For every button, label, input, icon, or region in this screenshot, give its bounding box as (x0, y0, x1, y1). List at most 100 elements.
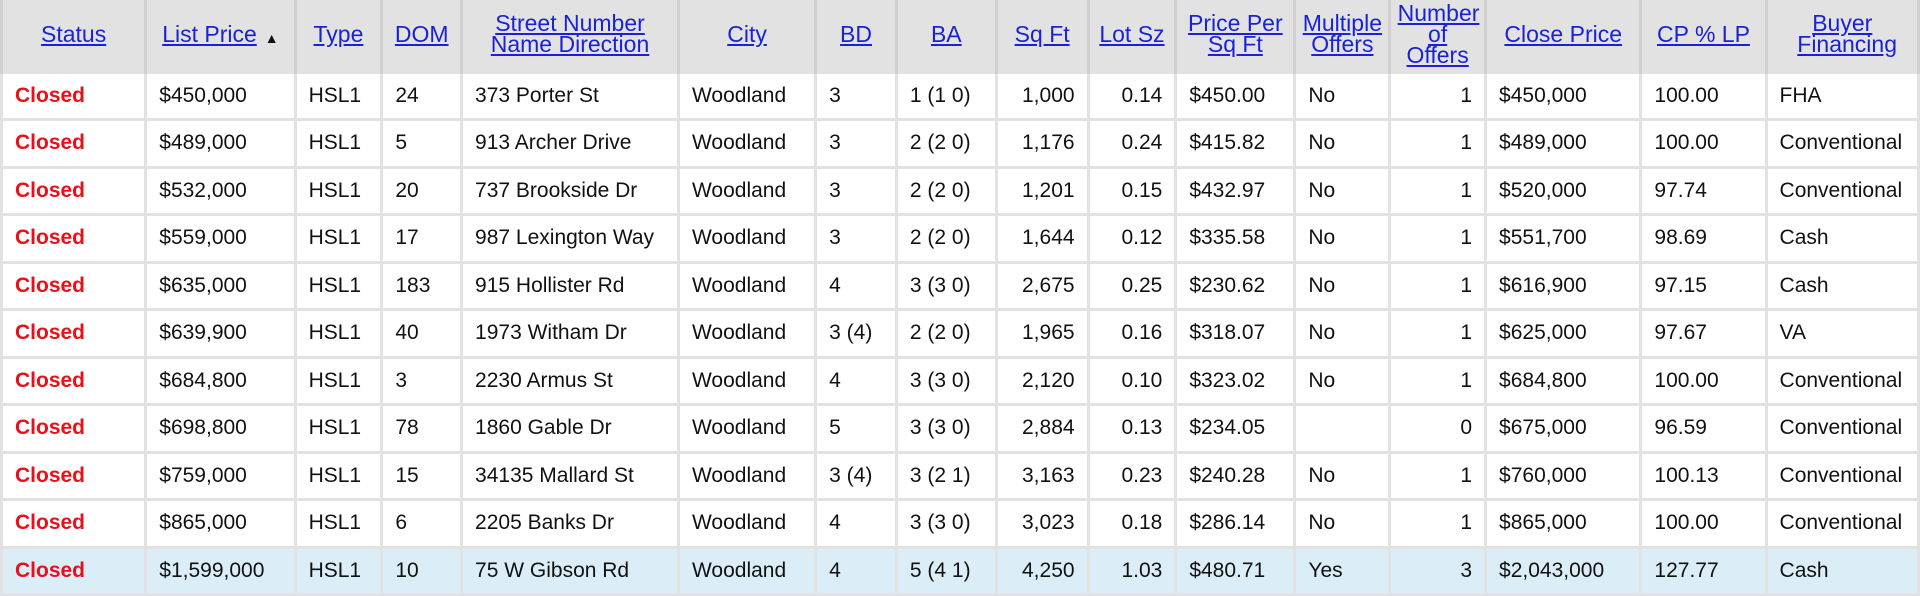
cell-lot-sz: 0.10 (1086, 355, 1178, 406)
cell-cp-lp: 127.77 (1639, 545, 1768, 596)
sort-link-lot-sz[interactable]: Lot Sz (1099, 20, 1165, 47)
sort-link-city[interactable]: City (727, 20, 767, 47)
cell-dom: 3 (380, 355, 464, 406)
cell-ba: 3 (3 0) (894, 498, 998, 549)
cell-lot-sz: 0.16 (1086, 308, 1178, 359)
cell-lot-sz: 0.23 (1086, 450, 1178, 501)
cell-buyer-financing: Conventional (1764, 450, 1920, 501)
cell-ba: 3 (3 0) (894, 260, 998, 311)
cell-bd: 3 (814, 70, 898, 121)
cell-type: HSL1 (293, 70, 384, 121)
cell-price-per-sq-ft: $450.00 (1174, 70, 1297, 121)
sort-link-type[interactable]: Type (313, 20, 364, 47)
col-header-cp-lp: CP % LP (1639, 0, 1768, 72)
table-row[interactable]: Closed $865,000 HSL1 6 2205 Banks Dr Woodland… (0, 498, 1920, 549)
cell-ba: 3 (2 1) (894, 450, 998, 501)
cell-buyer-financing: Conventional (1764, 118, 1920, 169)
cell-ba: 2 (2 0) (894, 308, 998, 359)
cell-dom: 20 (380, 165, 464, 216)
cell-close-price: $625,000 (1484, 308, 1643, 359)
cell-type: HSL1 (293, 403, 384, 454)
table-row[interactable]: Closed $698,800 HSL1 78 1860 Gable Dr Woodlan… (0, 403, 1920, 454)
cell-close-price: $520,000 (1484, 165, 1643, 216)
cell-ba: 2 (2 0) (894, 118, 998, 169)
cell-sq-ft: 3,163 (994, 450, 1090, 501)
cell-bd: 3 (4) (814, 450, 898, 501)
cell-price-per-sq-ft: $230.62 (1174, 260, 1297, 311)
cell-lot-sz: 0.25 (1086, 260, 1178, 311)
table-row[interactable]: Closed $639,900 HSL1 40 1973 Witham Dr Woodla… (0, 308, 1920, 359)
cell-bd: 5 (814, 403, 898, 454)
cell-type: HSL1 (293, 260, 384, 311)
table-row[interactable]: Closed $559,000 HSL1 17 987 Lexington Way Woo… (0, 213, 1920, 264)
sort-link-cp-lp[interactable]: CP % LP (1657, 20, 1750, 47)
sort-link-bd[interactable]: BD (840, 20, 872, 47)
cell-city: Woodland (676, 165, 818, 216)
cell-status: Closed (0, 403, 148, 454)
sort-link-list-price[interactable]: List Price (162, 20, 257, 47)
cell-street: 737 Brookside Dr (460, 165, 680, 216)
sort-link-ba[interactable]: BA (930, 20, 962, 47)
cell-type: HSL1 (293, 498, 384, 549)
cell-lot-sz: 0.13 (1086, 403, 1178, 454)
cell-bd: 3 (814, 118, 898, 169)
col-header-multiple-offers: Multiple Offers (1293, 0, 1392, 72)
table-row[interactable]: Closed $489,000 HSL1 5 913 Archer Drive Woodl… (0, 118, 1920, 169)
sort-link-sq-ft[interactable]: Sq Ft (1014, 20, 1070, 47)
cell-lot-sz: 0.24 (1086, 118, 1178, 169)
cell-dom: 24 (380, 70, 464, 121)
cell-street: 373 Porter St (460, 70, 680, 121)
cell-street: 913 Archer Drive (460, 118, 680, 169)
cell-sq-ft: 2,884 (994, 403, 1090, 454)
cell-dom: 5 (380, 118, 464, 169)
cell-list-price: $684,800 (144, 355, 297, 406)
cell-close-price: $684,800 (1484, 355, 1643, 406)
table-body: Closed $450,000 HSL1 24 373 Porter St Woodlan… (0, 70, 1920, 596)
cell-status: Closed (0, 118, 148, 169)
cell-bd: 3 (814, 165, 898, 216)
cell-sq-ft: 1,000 (994, 70, 1090, 121)
cell-buyer-financing: Conventional (1764, 355, 1920, 406)
col-header-status: Status (0, 0, 148, 72)
cell-list-price: $1,599,000 (144, 545, 297, 596)
cell-multiple-offers: No (1293, 355, 1392, 406)
col-header-sq-ft: Sq Ft (994, 0, 1090, 72)
cell-city: Woodland (676, 403, 818, 454)
cell-close-price: $551,700 (1484, 213, 1643, 264)
sort-link-close-price[interactable]: Close Price (1504, 20, 1623, 47)
cell-status: Closed (0, 213, 148, 264)
sort-link-multiple-offers[interactable]: Multiple Offers (1302, 10, 1382, 58)
cell-list-price: $489,000 (144, 118, 297, 169)
cell-city: Woodland (676, 355, 818, 406)
table-row[interactable]: Closed $450,000 HSL1 24 373 Porter St Woodlan… (0, 70, 1920, 121)
sort-link-number-of-offers[interactable]: Number of Offers (1397, 0, 1480, 68)
cell-lot-sz: 1.03 (1086, 545, 1178, 596)
sort-link-status[interactable]: Status (41, 20, 107, 47)
cell-lot-sz: 0.14 (1086, 70, 1178, 121)
cell-cp-lp: 100.00 (1639, 355, 1768, 406)
sort-link-price-per-sq-ft[interactable]: Price Per Sq Ft (1188, 10, 1283, 58)
cell-close-price: $865,000 (1484, 498, 1643, 549)
cell-dom: 10 (380, 545, 464, 596)
sort-link-buyer-financing[interactable]: Buyer Financing (1797, 10, 1897, 58)
cell-price-per-sq-ft: $432.97 (1174, 165, 1297, 216)
sort-link-street[interactable]: Street Number Name Direction (490, 10, 650, 58)
cell-multiple-offers: No (1293, 165, 1392, 216)
table-row[interactable]: Closed $759,000 HSL1 15 34135 Mallard St Wood… (0, 450, 1920, 501)
cell-dom: 17 (380, 213, 464, 264)
cell-city: Woodland (676, 213, 818, 264)
table-row[interactable]: Closed $635,000 HSL1 183 915 Hollister Rd Woo… (0, 260, 1920, 311)
cell-close-price: $616,900 (1484, 260, 1643, 311)
sort-ascending-icon[interactable]: ▲ (264, 29, 279, 46)
sort-link-dom[interactable]: DOM (394, 20, 449, 47)
table-row[interactable]: Closed $532,000 HSL1 20 737 Brookside Dr Wood… (0, 165, 1920, 216)
cell-lot-sz: 0.18 (1086, 498, 1178, 549)
cell-bd: 4 (814, 355, 898, 406)
cell-bd: 3 (814, 213, 898, 264)
table-row[interactable]: Closed $684,800 HSL1 3 2230 Armus St Woodland… (0, 355, 1920, 406)
cell-sq-ft: 2,675 (994, 260, 1090, 311)
table-row[interactable]: Closed $1,599,000 HSL1 10 75 W Gibson Rd Wood… (0, 545, 1920, 596)
cell-ba: 3 (3 0) (894, 355, 998, 406)
cell-ba: 2 (2 0) (894, 213, 998, 264)
